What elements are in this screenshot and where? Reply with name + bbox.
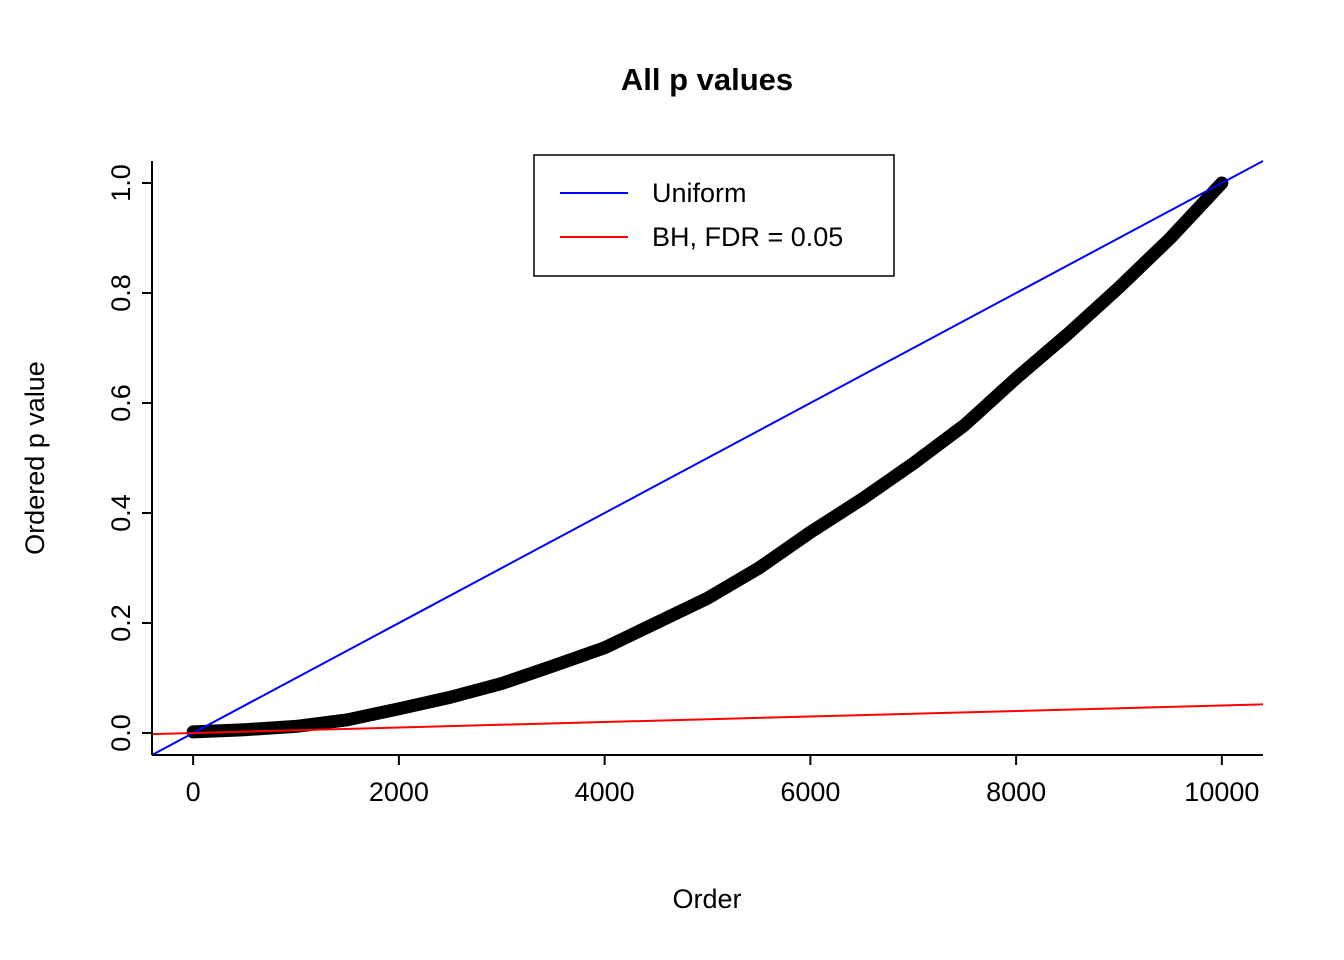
x-tick-label: 6000 (780, 777, 840, 807)
y-tick-label: 0.6 (106, 384, 136, 422)
y-axis-title: Ordered p value (20, 361, 50, 555)
x-tick-label: 0 (186, 777, 201, 807)
chart-title: All p values (621, 62, 793, 97)
y-tick-label: 0.2 (106, 604, 136, 642)
series-ordered-p-values (186, 176, 1229, 739)
x-tick-label: 4000 (575, 777, 635, 807)
y-tick-label: 0.0 (106, 714, 136, 752)
legend-label-uniform: Uniform (652, 178, 747, 208)
chart-layer: 0 2000 4000 6000 8000 10000 0.0 0.2 0.4 0.6 0.8 1.0… (106, 154, 1264, 807)
uniform-line (151, 160, 1264, 756)
y-tick-label: 0.4 (106, 494, 136, 532)
y-tick-label: 0.8 (106, 274, 136, 312)
legend-label-bh-fdr-005: BH, FDR = 0.05 (652, 222, 843, 252)
x-tick-label: 10000 (1184, 777, 1259, 807)
bh-fdr-line (151, 703, 1264, 736)
legend-box (533, 154, 895, 277)
x-tick-label: 8000 (986, 777, 1046, 807)
x-axis-title: Order (672, 884, 741, 914)
x-tick-label: 2000 (369, 777, 429, 807)
y-tick-label: 1.0 (106, 164, 136, 202)
